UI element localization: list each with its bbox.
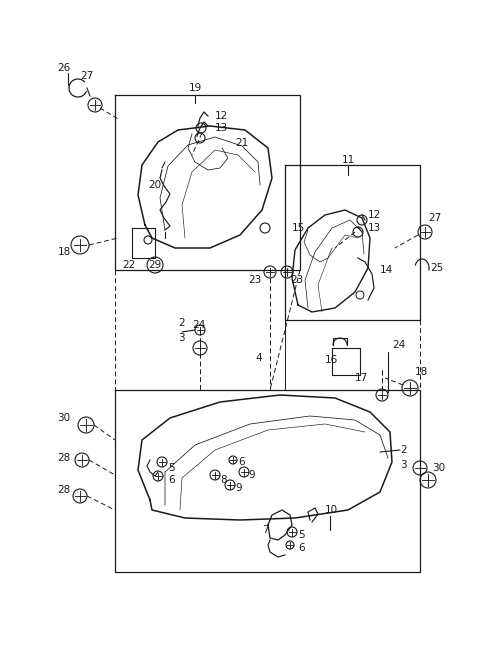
Text: 6: 6 (298, 543, 305, 553)
Text: 4: 4 (255, 353, 262, 363)
Text: 27: 27 (80, 71, 93, 81)
Text: 15: 15 (292, 223, 305, 233)
Text: 13: 13 (215, 123, 228, 133)
Text: 30: 30 (57, 413, 70, 423)
Text: 8: 8 (220, 475, 227, 485)
Text: 25: 25 (430, 263, 443, 273)
Text: 18: 18 (58, 247, 71, 257)
Text: 22: 22 (122, 260, 135, 270)
Text: 26: 26 (57, 63, 70, 73)
Text: 3: 3 (400, 460, 407, 470)
Text: 23: 23 (248, 275, 262, 285)
Text: 30: 30 (432, 463, 445, 473)
Text: 21: 21 (235, 138, 248, 148)
Text: 12: 12 (368, 210, 381, 220)
Text: 29: 29 (148, 260, 161, 270)
Text: 6: 6 (168, 475, 175, 485)
Text: 14: 14 (380, 265, 393, 275)
Text: 17: 17 (355, 373, 368, 383)
Text: 9: 9 (248, 470, 254, 480)
Text: 13: 13 (368, 223, 381, 233)
Text: 27: 27 (428, 213, 441, 223)
Text: 19: 19 (188, 83, 202, 93)
Text: 5: 5 (298, 530, 305, 540)
Text: 18: 18 (415, 367, 428, 377)
Text: 3: 3 (178, 333, 185, 343)
Text: 16: 16 (325, 355, 338, 365)
Text: 5: 5 (168, 463, 175, 473)
Text: 24: 24 (192, 320, 205, 330)
Text: 11: 11 (341, 155, 355, 165)
Text: 2: 2 (400, 445, 407, 455)
Text: 9: 9 (235, 483, 241, 493)
Text: 28: 28 (57, 453, 70, 463)
Text: 2: 2 (178, 318, 185, 328)
Text: 23: 23 (290, 275, 303, 285)
Text: 12: 12 (215, 111, 228, 121)
Text: 24: 24 (392, 340, 405, 350)
Text: 6: 6 (238, 457, 245, 467)
Text: 10: 10 (325, 505, 338, 515)
Text: 7: 7 (262, 525, 269, 535)
Text: 20: 20 (148, 180, 161, 190)
Text: 28: 28 (57, 485, 70, 495)
